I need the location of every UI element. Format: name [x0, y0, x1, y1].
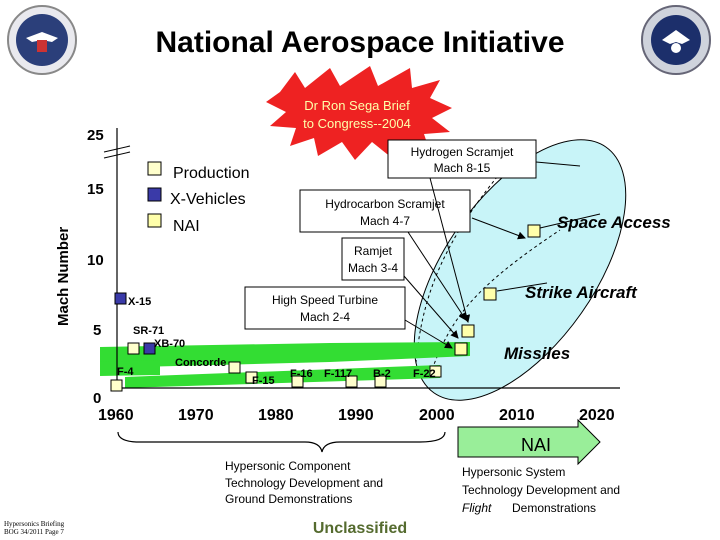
- y-tick-10: 10: [87, 252, 104, 269]
- bottom-left-line1: Hypersonic Component: [225, 459, 351, 473]
- x-tick-2010: 2010: [499, 407, 535, 424]
- bottom-right-line1: Hypersonic System: [462, 465, 565, 479]
- f16-marker: [291, 375, 304, 388]
- turbine-line2: Mach 2-4: [300, 310, 350, 324]
- turbine-line1: High Speed Turbine: [272, 293, 378, 307]
- y-tick-25: 25: [87, 127, 104, 144]
- missile-marker-1: [461, 324, 475, 338]
- hydrocarbon-line2: Mach 4-7: [360, 214, 410, 228]
- congress-brief-burst: [266, 66, 452, 160]
- y-tick-0: 0: [93, 390, 101, 407]
- hydrogen-arrow-right: [535, 161, 581, 167]
- x-tick-1970: 1970: [178, 407, 214, 424]
- strike-boundary: [414, 149, 521, 376]
- production-band-left: [100, 360, 160, 376]
- xb70-marker: [143, 342, 156, 355]
- nai-arrow: [457, 418, 601, 466]
- ramjet-line2: Mach 3-4: [348, 261, 398, 275]
- concorde-label: Concorde: [175, 357, 226, 369]
- y-axis-label: Mach Number: [55, 227, 72, 326]
- y-tick-5: 5: [93, 322, 101, 339]
- b2-label: B-2: [373, 368, 391, 380]
- hydrocarbon-scramjet-box: [299, 189, 471, 233]
- space-access-marker: [527, 224, 541, 238]
- f22-marker: [429, 365, 442, 378]
- hydrocarbon-arrow: [407, 231, 467, 321]
- hydrogen-scramjet-box: [387, 139, 537, 179]
- hydrocarbon-line1: Hydrocarbon Scramjet: [325, 197, 445, 211]
- concorde-marker: [228, 361, 241, 374]
- hydrogen-line1: Hydrogen Scramjet: [411, 145, 514, 159]
- legend-nai-swatch: [147, 213, 162, 228]
- axis-break: [103, 145, 131, 153]
- f4-marker: [110, 379, 123, 392]
- f4-label: F-4: [117, 366, 134, 378]
- hydrogen-line2: Mach 8-15: [434, 161, 491, 175]
- f15-label: F-15: [252, 375, 275, 387]
- footer-line1: Hypersonics Briefing: [4, 520, 65, 528]
- usaf-seal-icon: [641, 5, 711, 75]
- production-band-lower: [125, 365, 440, 388]
- strike-aircraft-label: Strike Aircraft: [525, 283, 638, 302]
- x-tick-2020: 2020: [579, 407, 615, 424]
- dod-seal-icon: [7, 5, 77, 75]
- missile-marker-2: [454, 342, 468, 356]
- footer-line2: BOG 34/2011 Page 7: [4, 528, 64, 536]
- production-band-upper: [100, 342, 470, 368]
- turbine-box: [244, 286, 406, 330]
- hydrogen-arrow: [429, 177, 471, 323]
- sr71-marker: [127, 342, 140, 355]
- bottom-left-line3: Ground Demonstrations: [225, 492, 352, 506]
- missiles-label: Missiles: [504, 344, 570, 363]
- f15-marker: [245, 371, 258, 384]
- footer-source: Hypersonics Briefing BOG 34/2011 Page 7: [4, 520, 64, 536]
- hydrocarbon-arrow-right: [471, 217, 526, 240]
- f117-label: F-117: [324, 368, 352, 380]
- turbine-arrow: [404, 319, 453, 349]
- bottom-left-line2: Technology Development and: [225, 476, 383, 490]
- x-tick-1980: 1980: [258, 407, 294, 424]
- classification-label: Unclassified: [312, 520, 408, 537]
- nai-arrow-label: NAI: [521, 435, 551, 455]
- b2-marker: [374, 375, 387, 388]
- sr71-label: SR-71: [133, 325, 164, 337]
- f16-label: F-16: [290, 368, 313, 380]
- ramjet-arrow: [403, 275, 459, 339]
- x15-label: X-15: [128, 296, 151, 308]
- timeline-brace: [117, 431, 446, 453]
- y-tick-15: 15: [87, 181, 104, 198]
- burst-line1: Dr Ron Sega Brief: [304, 98, 410, 113]
- bottom-right-line2: Technology Development and: [462, 483, 620, 497]
- space-arrow: [539, 213, 601, 229]
- x-tick-1960: 1960: [98, 407, 134, 424]
- legend-nai-label: NAI: [173, 218, 200, 235]
- legend-production-label: Production: [173, 165, 250, 182]
- ramjet-line1: Ramjet: [354, 244, 393, 258]
- x-tick-1990: 1990: [338, 407, 374, 424]
- f117-marker: [345, 375, 358, 388]
- bottom-right-flight: Flight: [462, 501, 492, 515]
- legend-production-swatch: [147, 161, 162, 176]
- xb70-label: XB-70: [154, 338, 185, 350]
- page-title: National Aerospace Initiative: [155, 26, 565, 59]
- strike-aircraft-marker: [483, 287, 497, 301]
- f22-label: F-22: [413, 368, 436, 380]
- legend-xvehicles-label: X-Vehicles: [170, 191, 246, 208]
- x15-marker: [114, 292, 127, 305]
- ramjet-box: [341, 237, 405, 281]
- axis-break-2: [103, 151, 131, 159]
- strike-arrow: [496, 282, 548, 292]
- space-access-label: Space Access: [557, 213, 671, 232]
- burst-line2: to Congress--2004: [303, 116, 411, 131]
- legend-xvehicles-swatch: [147, 187, 162, 202]
- bottom-right-line3: Demonstrations: [512, 501, 596, 515]
- x-tick-2000: 2000: [419, 407, 455, 424]
